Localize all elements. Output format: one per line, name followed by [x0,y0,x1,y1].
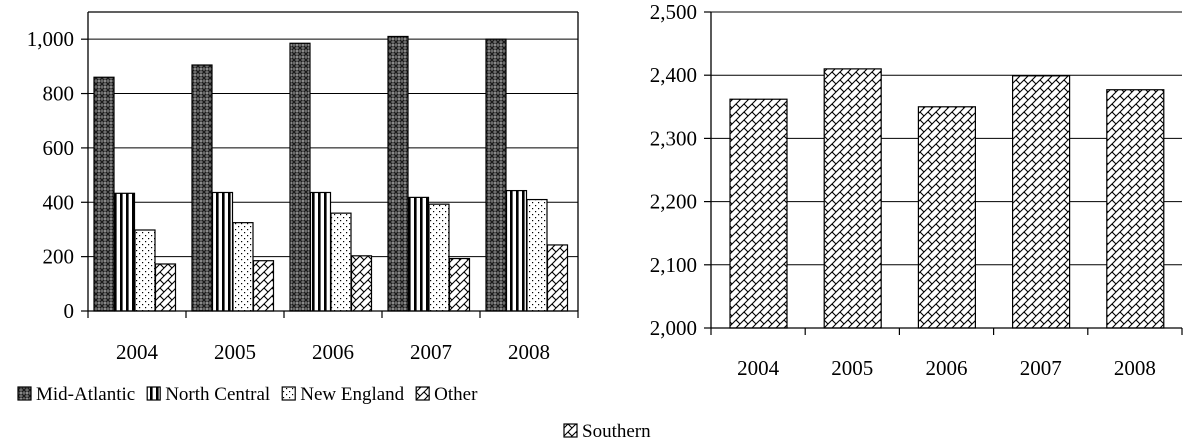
y-tick-label: 2,000 [650,316,697,340]
bar-north-central-2007 [407,196,430,312]
y-tick-label: 2,200 [650,190,697,214]
bar-new-england-2004 [134,229,156,312]
bar-other-2005 [252,260,275,312]
chart-1: 0 200 400 600 800 1,000 2004 2005 2006 2007 2008 Mi… [17,11,579,405]
bar-southern-2005 [823,68,882,329]
y-tick-label: 2,500 [650,0,697,24]
y-tick-label: 2,300 [650,126,697,150]
legend-swatch-north-central [146,386,161,401]
legend-swatch-mid-atlantic [17,386,32,401]
y-tick-label: 2,100 [650,253,697,277]
x-tick-label: 2006 [312,340,354,364]
bar-north-central-2004 [113,192,136,312]
bar-new-england-2008 [526,198,548,312]
x-tick-label: 2005 [214,340,256,364]
bar-southern-2006 [917,106,977,329]
bar-mid-atlantic-2006 [289,42,311,312]
bar-other-2004 [154,263,177,312]
bar-other-2007 [448,257,471,312]
legend-label-mid-atlantic: Mid-Atlantic [36,384,135,405]
x-tick-label: 2008 [1114,356,1156,380]
bar-other-2006 [350,255,373,312]
y-tick-label: 1,000 [27,27,74,51]
bar-north-central-2008 [505,189,528,312]
x-tick-label: 2004 [737,356,780,380]
legend-swatch-other [415,386,430,401]
bar-southern-2004 [729,98,788,329]
x-tick-label: 2007 [1020,356,1062,380]
chart-2: 2,000 2,100 2,200 2,300 2,400 2,500 2004 2005 20… [563,0,1183,442]
legend-label-other: Other [434,384,478,405]
legend-swatch-new-england [281,386,296,401]
x-tick-label: 2004 [116,340,159,364]
bar-mid-atlantic-2004 [93,76,115,312]
bar-southern-2007 [1011,75,1071,329]
x-tick-label: 2007 [410,340,452,364]
y-tick-label: 400 [43,190,75,214]
legend-swatch-southern [563,423,578,438]
bar-new-england-2005 [232,222,254,312]
y-tick-label: 800 [43,82,75,106]
bar-new-england-2006 [330,212,352,312]
bar-north-central-2005 [211,191,234,312]
legend-label-north-central: North Central [165,384,270,405]
bar-mid-atlantic-2007 [387,35,409,312]
y-tick-label: 2,400 [650,63,697,87]
bar-mid-atlantic-2008 [485,38,507,312]
bar-other-2008 [546,244,569,312]
bar-mid-atlantic-2005 [191,64,213,312]
y-tick-label: 600 [43,136,75,160]
y-tick-label: 0 [64,299,75,323]
y-tick-label: 200 [43,245,75,269]
bar-southern-2008 [1106,89,1165,329]
legend-label-new-england: New England [300,384,404,405]
x-tick-label: 2006 [926,356,968,380]
x-tick-label: 2005 [831,356,873,380]
x-tick-label: 2008 [508,340,550,364]
legend-label-southern: Southern [582,421,651,442]
bar-new-england-2007 [428,203,450,312]
legend: Southern [563,421,651,442]
bar-north-central-2006 [309,191,332,312]
legend: Mid-Atlantic North Central New England Othe… [17,384,478,405]
